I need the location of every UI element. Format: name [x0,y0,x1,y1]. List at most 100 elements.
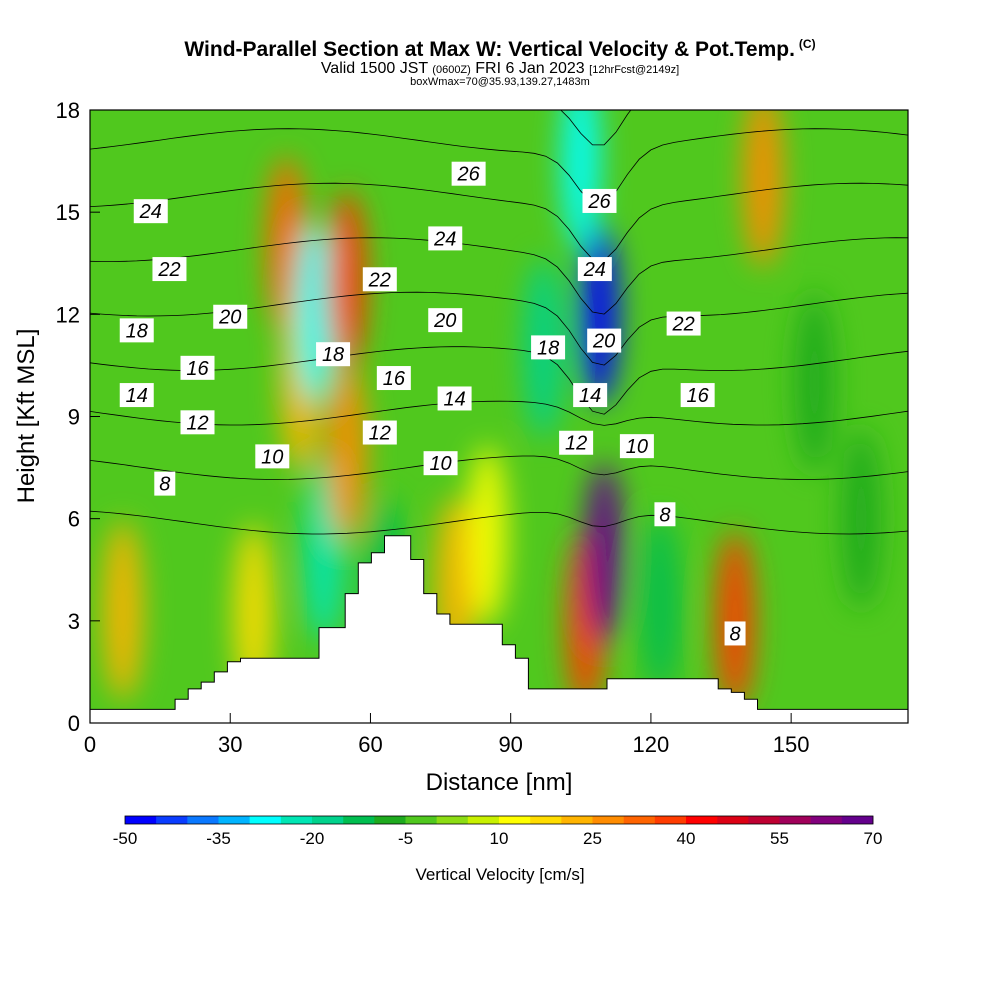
contour-label-bg [619,434,654,459]
chart-title: Wind-Parallel Section at Max W: Vertical… [0,37,1000,62]
title-text: Wind-Parallel Section at Max W: Vertical… [184,38,795,61]
contour-label-text: 24 [583,259,606,281]
y-tick-label: 6 [68,507,80,532]
contour-label-text: 26 [456,164,480,186]
contour-label-text: 22 [672,314,695,336]
velocity-feature [743,110,784,269]
contour-label: 22 [362,267,397,292]
y-tick-label: 3 [68,609,80,634]
contour-label-text: 18 [537,337,559,359]
contour-label-text: 10 [261,446,283,468]
contour-label: 24 [133,199,168,224]
contour-label-bg [119,318,154,343]
y-tick-label: 15 [56,200,80,225]
colorbar-swatch [717,816,749,824]
forecast-info: [12hrFcst@2149z] [589,64,680,76]
contour-label-bg [133,199,168,224]
contour-label-bg [255,444,290,469]
contour-label: 18 [119,318,154,343]
contour-label-text: 18 [126,320,148,342]
valid-time-line: Valid 1500 JST (0600Z) FRI 6 Jan 2023 [1… [0,60,1000,78]
colorbar-tick-label: -35 [206,829,231,848]
contour-label: 20 [213,304,248,329]
velocity-feature [327,360,368,541]
terrain [89,535,909,724]
colorbar-swatch [187,816,219,824]
contour-label: 20 [587,328,622,353]
contour-label-bg [577,257,612,282]
colorbar-swatch [343,816,375,824]
contour-label: 14 [119,383,154,408]
contour-label-bg [451,161,486,186]
contour-label-bg [376,366,411,391]
colorbar-tick-label: 25 [583,829,602,848]
isentrope-line [90,128,908,205]
y-tick-label: 12 [56,302,80,327]
colorbar-swatch [686,816,718,824]
colorbar-swatch [561,816,593,824]
colorbar-swatch [125,816,157,824]
contour-label-text: 8 [659,504,670,526]
contour-label-bg [180,410,215,435]
x-tick-label: 90 [498,732,522,757]
valid-date: FRI 6 Jan 2023 [475,60,585,77]
contour-label: 8 [654,502,676,527]
contour-label-bg [154,471,176,496]
contour-label-bg [119,383,154,408]
contour-label-text: 20 [218,307,241,329]
contour-label-text: 20 [592,331,615,353]
contour-label-bg [680,383,715,408]
colorbar-swatch [405,816,437,824]
y-tick-label: 0 [68,711,80,736]
y-tick-label: 18 [56,98,80,123]
contour-label-bg [666,311,701,336]
contour-label-bg [559,430,594,455]
contour-label: 12 [362,420,397,445]
colorbar-swatch [312,816,344,824]
contour-label-text: 20 [433,310,456,332]
contour-label-text: 26 [587,191,611,213]
contour-label: 18 [316,342,351,367]
contour-label-text: 16 [383,368,406,390]
contour-label-bg [428,308,463,333]
valid-z: (0600Z) [432,64,471,76]
contour-label-text: 12 [186,412,208,434]
colorbar-swatch [156,816,188,824]
contour-label: 20 [428,308,463,333]
contour-label: 24 [428,226,463,251]
velocity-feature [467,445,508,626]
isentrope-line [90,182,908,261]
x-tick-label: 0 [84,732,96,757]
contour-label-bg [654,502,676,527]
contour-label: 10 [423,451,458,476]
colorbar-swatch [592,816,624,824]
contour-label-text: 12 [565,433,587,455]
velocity-feature [640,513,681,694]
contour-label-text: 16 [687,385,710,407]
colorbar-tick-label: -50 [113,829,138,848]
contour-label-bg [582,188,617,213]
contour-label-text: 22 [368,269,391,291]
contour-label: 16 [680,383,715,408]
contour-label-text: 12 [369,423,391,445]
copyright-mark: (C) [798,37,816,51]
colorbar-swatch [374,816,406,824]
contour-label: 8 [724,621,746,646]
contour-label-text: 24 [433,228,456,250]
contour-label: 16 [180,355,215,380]
velocity-feature [715,530,756,711]
contour-label-text: 14 [126,385,148,407]
colorbar-swatch [654,816,687,824]
x-tick-label: 150 [773,732,810,757]
contour-label: 12 [559,430,594,455]
isentrope-line [90,20,908,85]
contour-label-text: 8 [159,474,170,496]
colorbar-tick-label: 55 [770,829,789,848]
colorbar-tick-label: 10 [490,829,509,848]
colorbar-swatch [810,816,843,824]
colorbar-tick-label: -20 [300,829,325,848]
colorbar-swatch [499,816,531,824]
y-axis-label: Height [Kft MSL] [13,329,40,504]
contour-label-text: 10 [429,453,451,475]
